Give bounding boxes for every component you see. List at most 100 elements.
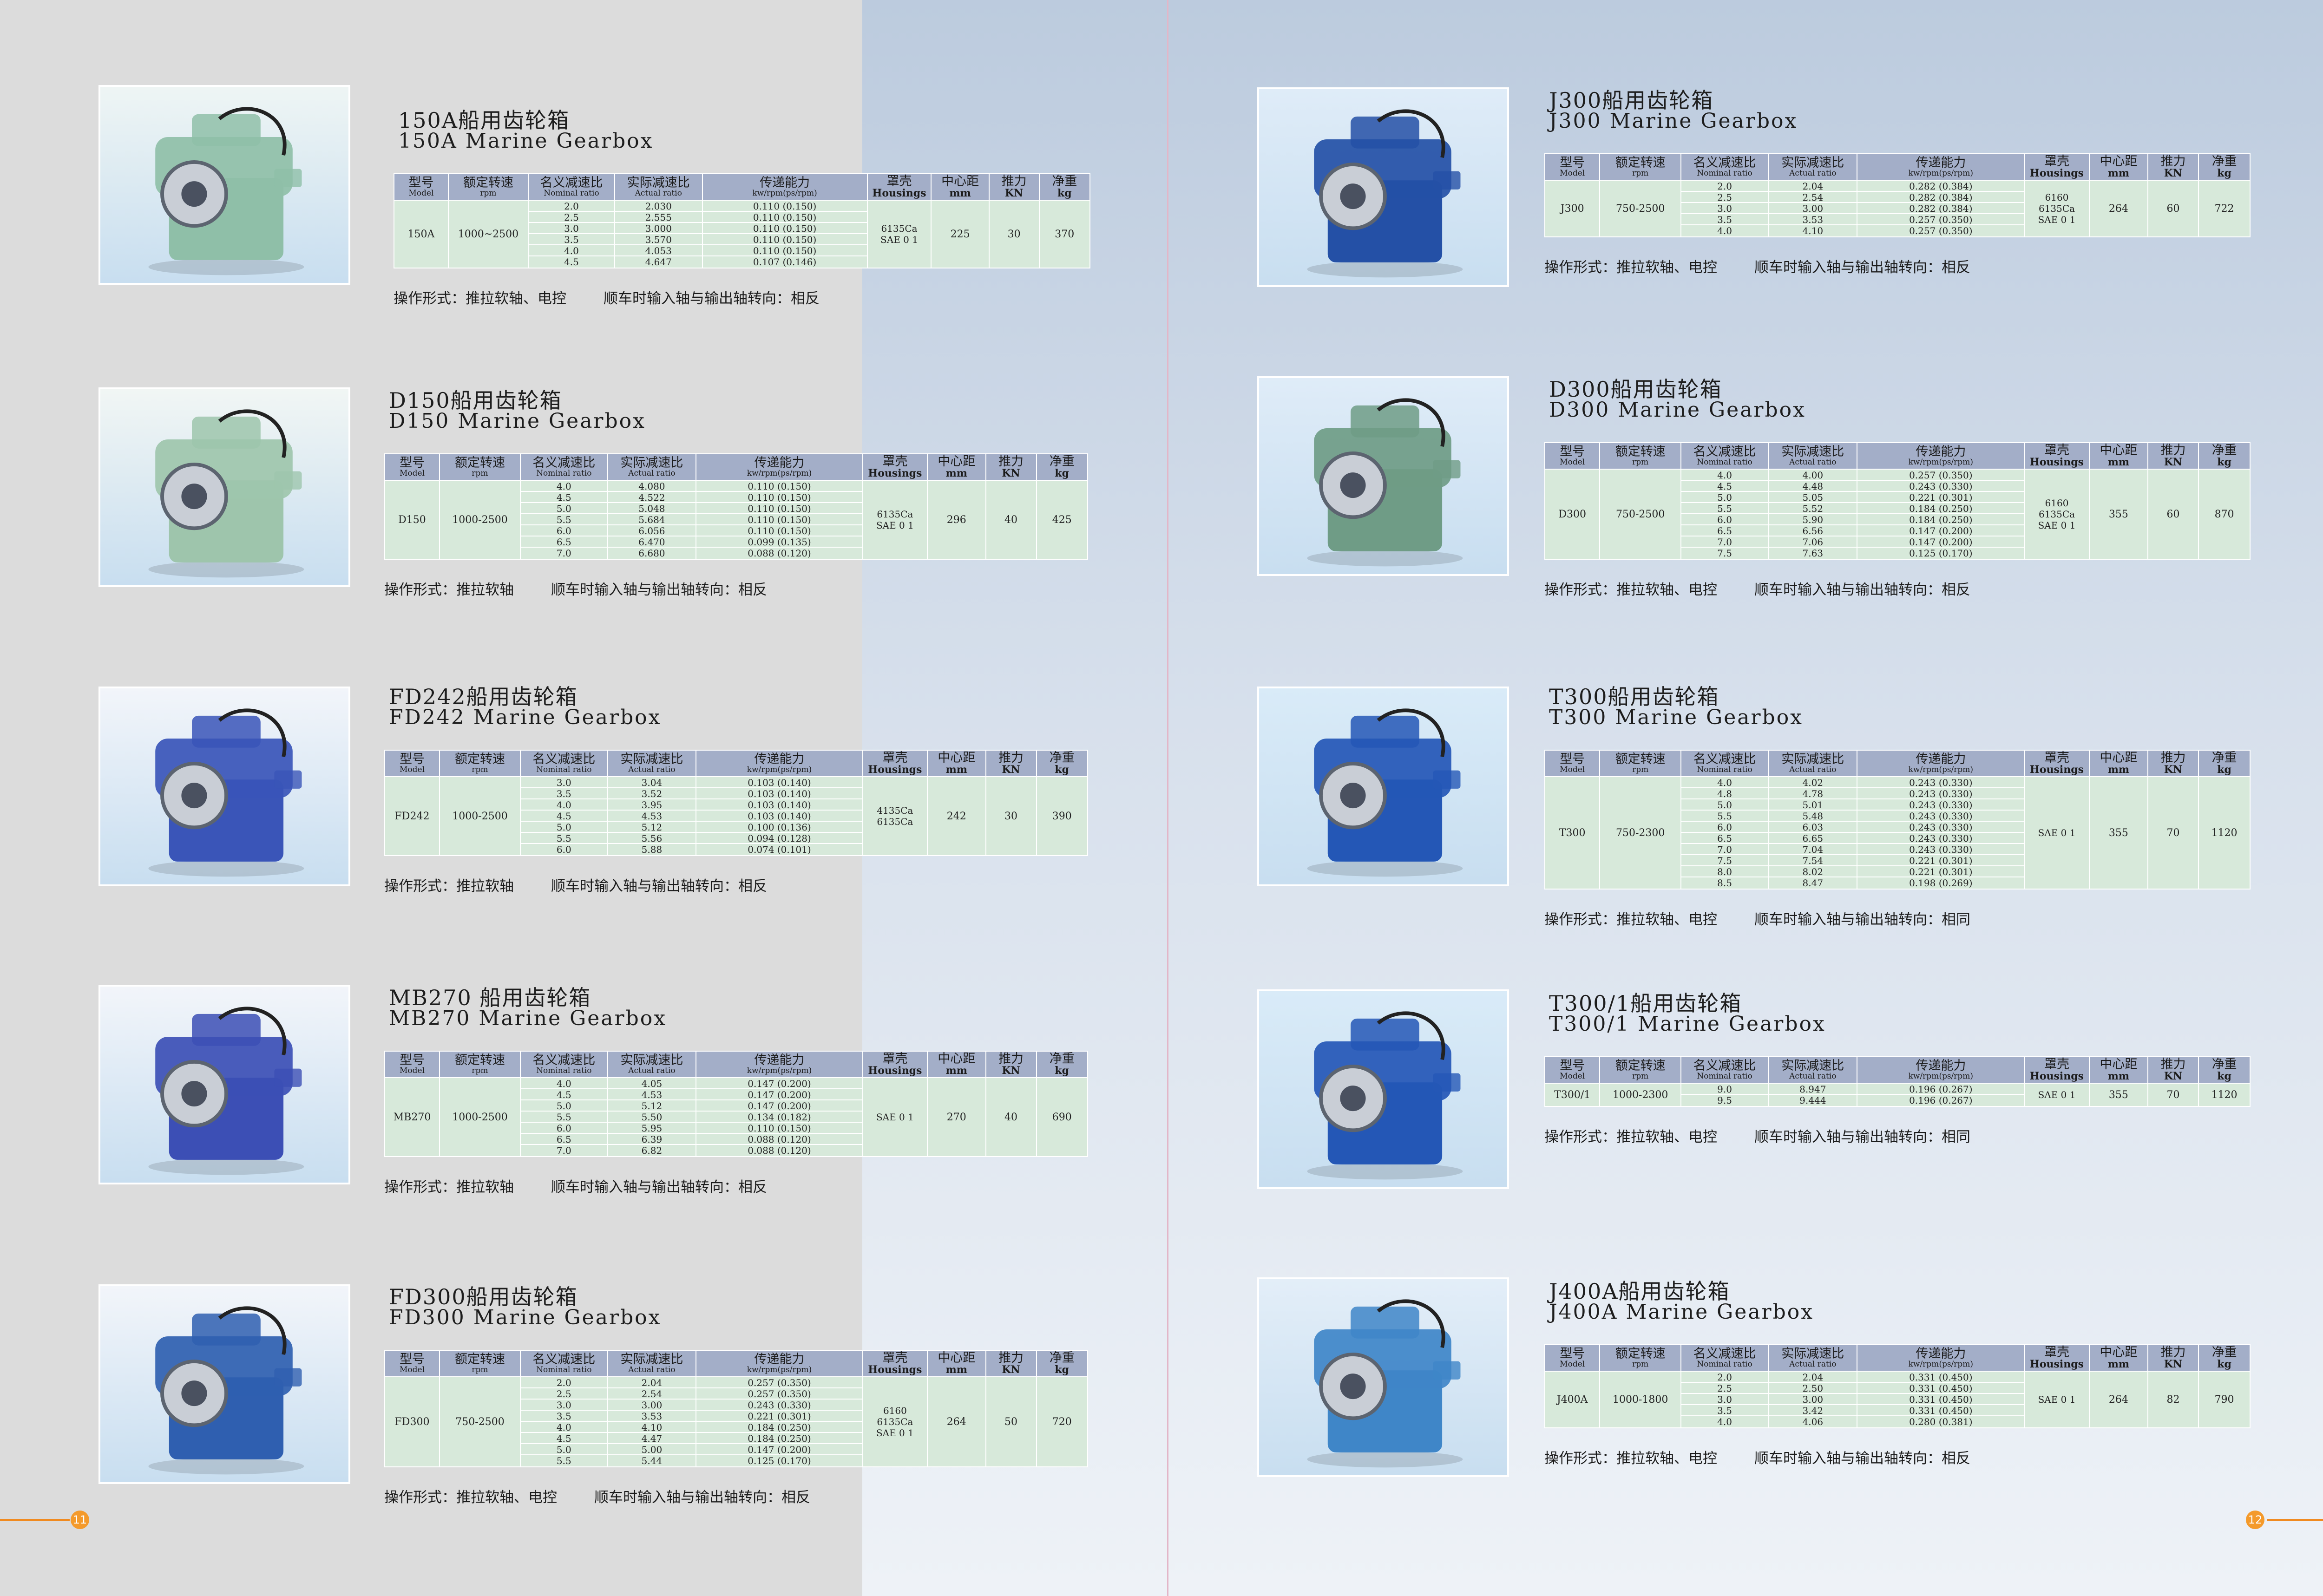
power-value: 0.184 (0.250) (696, 1433, 862, 1445)
actual-value: 2.54 (1769, 192, 1857, 203)
thrust-cell: 60 (2147, 180, 2199, 238)
nominal-ratio-list: 4.0 4.8 5.0 5.5 6.0 6.5 7.0 7.5 8.0 8.5 (1680, 776, 1769, 890)
right-page-number: 12 (2246, 1511, 2264, 1529)
header-model: 型号 Model (384, 1050, 440, 1079)
actual-value: 4.00 (1769, 470, 1857, 481)
actual-ratio-list: 4.080 4.522 5.048 5.684 6.056 6.470 6.680 (607, 480, 697, 560)
nominal-value: 2.5 (529, 212, 614, 223)
power-value: 0.100 (0.136) (696, 822, 862, 833)
spec-table: 型号 Model 额定转速 rpm 名义减速比 Nominal ratio 实际… (1544, 1056, 2251, 1107)
actual-value: 6.470 (608, 536, 696, 548)
nominal-ratio-list: 2.0 2.5 3.0 3.5 4.0 (1680, 1371, 1769, 1429)
actual-value: 4.647 (645, 256, 672, 268)
power-value: 0.282 (0.384) (1857, 181, 2024, 192)
power-value: 0.094 (0.128) (696, 833, 862, 844)
power-value: 0.257 (0.350) (1857, 470, 2024, 481)
header-rpm: 额定转速 rpm (1599, 442, 1681, 470)
nominal-value: 3.0 (529, 223, 614, 235)
nominal-value: 3.0 (520, 1400, 607, 1411)
header-housing: 罩壳 Housings (862, 749, 928, 778)
header-housing: 罩壳 Housings (2024, 442, 2090, 470)
actual-value: 5.12 (608, 822, 696, 833)
power-value: 0.331 (0.450) (1857, 1372, 2024, 1383)
gearbox-photo (98, 387, 350, 587)
gearbox-photo (98, 1284, 350, 1484)
header-weight: 净重 kg (2198, 1344, 2251, 1372)
power-value: 0.088 (0.120) (748, 548, 811, 559)
header-center: 中心距 mm (927, 1050, 986, 1079)
header-weight: 净重 kg (1036, 453, 1088, 481)
header-rpm: 额定转速 rpm (439, 453, 521, 481)
nominal-value: 8.5 (1717, 877, 1732, 889)
header-model: 型号 Model (1544, 1344, 1601, 1372)
nominal-value: 2.0 (1681, 181, 1768, 192)
actual-value: 5.88 (641, 844, 663, 856)
header-rpm: 额定转速 rpm (1599, 1344, 1681, 1372)
header-center: 中心距 mm (2088, 1056, 2148, 1084)
nominal-ratio-list: 2.0 2.5 3.0 3.5 4.0 (1680, 180, 1769, 238)
header-power: 传递能力 kw/rpm(ps/rpm) (1857, 749, 2025, 778)
rpm-cell: 1000-2500 (439, 480, 521, 560)
actual-value: 3.00 (608, 1400, 696, 1411)
header-housing: 罩壳 Housings (2024, 1056, 2090, 1084)
power-value: 0.074 (0.101) (748, 844, 811, 856)
gearbox-title-en: T300/1 Marine Gearbox (1549, 1012, 1826, 1036)
power-value: 0.099 (0.135) (696, 536, 862, 548)
actual-value: 4.02 (1769, 777, 1857, 789)
header-actual: 实际减速比 Actual ratio (607, 453, 697, 481)
operation-mode: 操作形式：推拉软轴、电控 (1544, 582, 1717, 598)
gearbox-title-en: T300 Marine Gearbox (1549, 706, 1803, 729)
actual-value: 4.05 (608, 1078, 696, 1090)
header-thrust: 推力 KN (985, 453, 1037, 481)
actual-value: 5.44 (641, 1455, 663, 1467)
nominal-value: 5.0 (1681, 799, 1768, 811)
header-nominal: 名义减速比 Nominal ratio (519, 749, 608, 778)
actual-ratio-list: 4.00 4.48 5.05 5.52 5.90 6.56 7.06 7.63 (1768, 469, 1858, 560)
housing-cell: SAE 0 1 (2024, 1371, 2090, 1429)
operation-line: 操作形式：推拉软轴 顺车时输入轴与输出轴转向：相反 (384, 578, 804, 599)
operation-line: 操作形式：推拉软轴、电控 顺车时输入轴与输出轴转向：相同 (1544, 908, 2008, 929)
weight-cell: 370 (1038, 200, 1091, 269)
header-model: 型号 Model (384, 749, 440, 778)
header-actual: 实际减速比 Actual ratio (1768, 1344, 1858, 1372)
rpm-cell: 750-2500 (1599, 180, 1681, 238)
actual-ratio-list: 2.04 2.50 3.00 3.42 4.06 (1768, 1371, 1858, 1429)
nominal-value: 5.0 (520, 1100, 607, 1112)
operation-mode: 操作形式：推拉软轴 (384, 1179, 514, 1196)
power-value: 0.257 (0.350) (696, 1388, 862, 1400)
power-value: 0.331 (0.450) (1857, 1394, 2024, 1406)
header-housing: 罩壳 Housings (862, 1349, 928, 1378)
actual-value: 7.04 (1769, 844, 1857, 856)
nominal-value: 6.5 (1681, 833, 1768, 844)
power-value: 0.184 (0.250) (1857, 514, 2024, 526)
thrust-cell: 82 (2147, 1371, 2199, 1429)
actual-value: 4.080 (608, 481, 696, 492)
power-value: 0.331 (0.450) (1857, 1383, 2024, 1394)
power-value: 0.110 (0.150) (696, 492, 862, 504)
power-value: 0.110 (0.150) (702, 245, 867, 257)
gearbox-title-en: D300 Marine Gearbox (1549, 398, 1806, 422)
actual-value: 6.056 (608, 525, 696, 537)
actual-value: 3.00 (1769, 203, 1857, 215)
gearbox-photo (1257, 87, 1509, 287)
operation-line: 操作形式：推拉软轴、电控 顺车时输入轴与输出轴转向：相同 (1544, 1125, 2008, 1146)
header-power: 传递能力 kw/rpm(ps/rpm) (1857, 153, 2025, 181)
header-housing: 罩壳 Housings (862, 453, 928, 481)
header-thrust: 推力 KN (985, 1349, 1037, 1378)
power-value: 0.147 (0.200) (696, 1078, 862, 1090)
rpm-cell: 750-2300 (1599, 776, 1681, 890)
header-rpm: 额定转速 rpm (1599, 153, 1681, 181)
model-cell: T300/1 (1544, 1083, 1601, 1107)
nominal-value: 5.0 (520, 822, 607, 833)
spec-table: 型号 Model 额定转速 rpm 名义减速比 Nominal ratio 实际… (384, 749, 1088, 857)
nominal-value: 6.0 (520, 525, 607, 537)
actual-value: 7.06 (1769, 536, 1857, 548)
nominal-value: 4.5 (520, 492, 607, 504)
actual-value: 5.90 (1769, 514, 1857, 526)
power-list: 0.331 (0.450) 0.331 (0.450) 0.331 (0.450) 0… (1857, 1371, 2025, 1429)
power-value: 0.243 (0.330) (1857, 822, 2024, 833)
power-value: 0.198 (0.269) (1909, 877, 1973, 889)
header-weight: 净重 kg (2198, 1056, 2251, 1084)
actual-value: 3.53 (1769, 214, 1857, 226)
header-center: 中心距 mm (931, 173, 990, 201)
